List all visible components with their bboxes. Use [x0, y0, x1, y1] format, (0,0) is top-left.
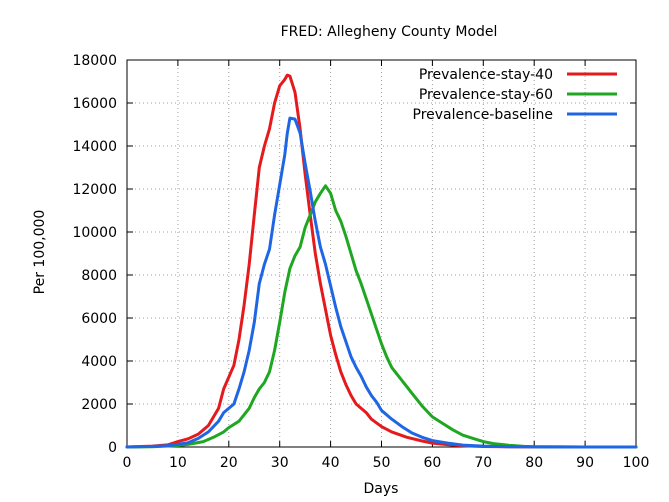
- axis-ticks: 0 10 20 30 40 50 60 70 80 90 100 0 2000 4000 6000 8000 1…: [72, 53, 649, 471]
- legend-item: Prevalence-stay-40: [419, 67, 617, 83]
- y-tick-label: 2000: [81, 397, 117, 413]
- legend-item: Prevalence-stay-60: [419, 87, 617, 103]
- x-axis-label: Days: [364, 481, 399, 497]
- legend: Prevalence-stay-40 Prevalence-stay-60 Prev…: [413, 67, 617, 123]
- x-tick-label: 60: [423, 455, 441, 471]
- x-tick-label: 90: [576, 455, 594, 471]
- y-tick-label: 0: [108, 440, 117, 456]
- x-tick-label: 80: [525, 455, 543, 471]
- y-tick-label: 4000: [81, 354, 117, 370]
- y-tick-label: 6000: [81, 311, 117, 327]
- series-line-prevalence-baseline: [125, 116, 638, 449]
- chart-title: FRED: Allegheny County Model: [281, 24, 498, 40]
- x-tick-label: 100: [623, 455, 650, 471]
- series-line-prevalence-stay-40: [125, 73, 638, 449]
- legend-label: Prevalence-stay-40: [419, 67, 553, 83]
- x-tick-label: 30: [271, 455, 289, 471]
- x-tick-label: 20: [220, 455, 238, 471]
- series-lines: [125, 73, 638, 449]
- legend-item: Prevalence-baseline: [413, 107, 617, 123]
- x-tick-label: 50: [373, 455, 391, 471]
- series-line-prevalence-stay-60: [125, 184, 638, 449]
- x-tick-label: 0: [123, 455, 132, 471]
- y-tick-label: 18000: [72, 53, 117, 69]
- legend-label: Prevalence-baseline: [413, 107, 554, 123]
- grid: [127, 60, 636, 447]
- y-tick-label: 14000: [72, 139, 117, 155]
- y-tick-label: 16000: [72, 96, 117, 112]
- y-tick-label: 12000: [72, 182, 117, 198]
- x-tick-label: 40: [322, 455, 340, 471]
- y-tick-label: 10000: [72, 225, 117, 241]
- y-tick-label: 8000: [81, 268, 117, 284]
- x-tick-label: 10: [169, 455, 187, 471]
- x-tick-label: 70: [474, 455, 492, 471]
- legend-label: Prevalence-stay-60: [419, 87, 553, 103]
- y-axis-label: Per 100,000: [32, 210, 48, 295]
